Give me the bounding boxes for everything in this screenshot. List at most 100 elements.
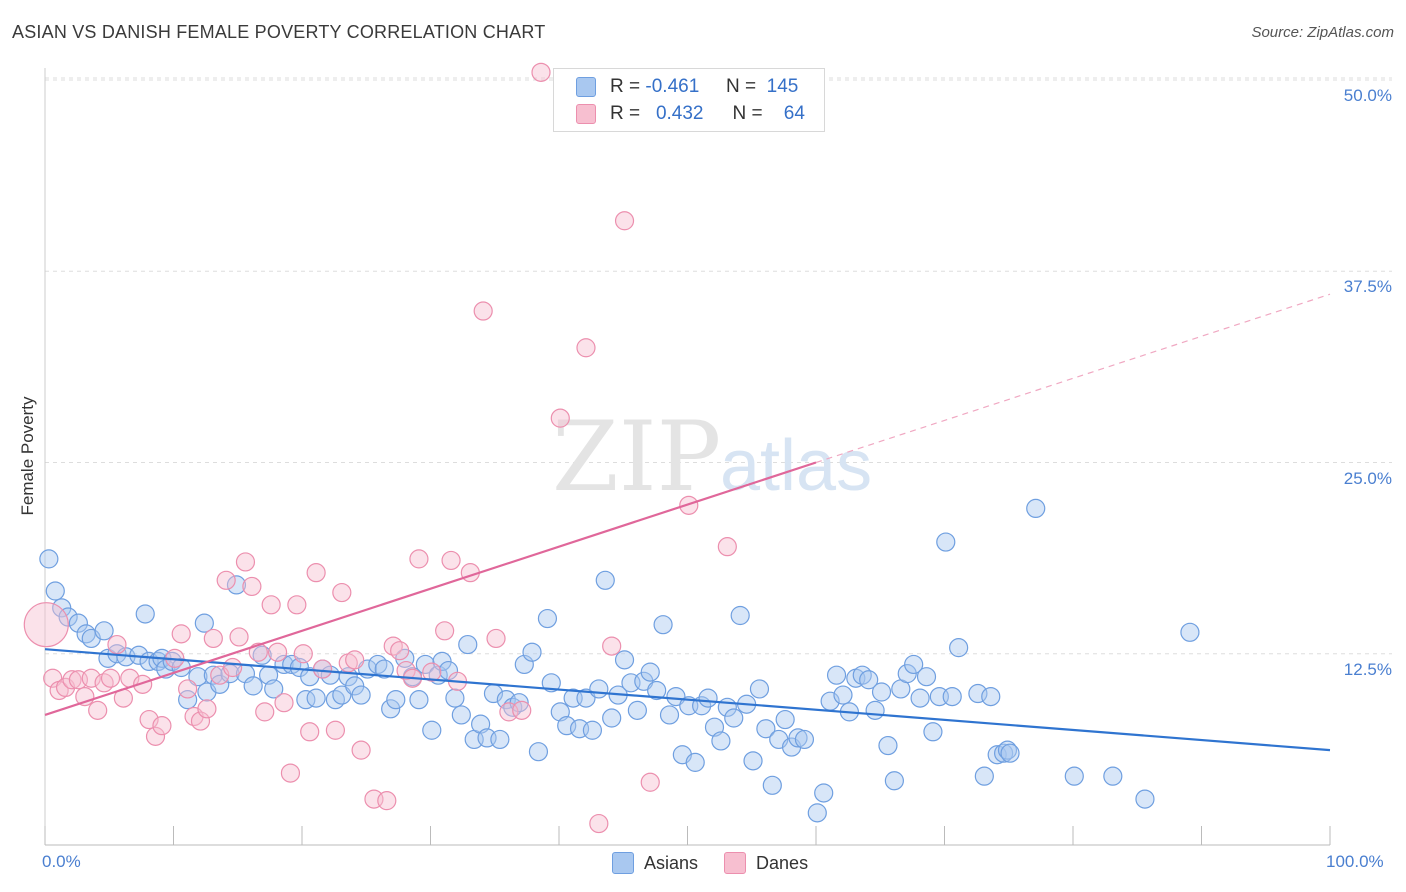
danes-point	[23, 602, 69, 648]
asians-point	[458, 634, 478, 655]
asians-point	[981, 686, 1001, 707]
danes-point	[152, 716, 172, 736]
danes-point	[62, 670, 82, 690]
legend-n-value: 145	[766, 76, 799, 97]
asians-point	[974, 766, 994, 786]
asians-point	[614, 650, 635, 670]
asians-point	[1026, 498, 1046, 518]
danes-point	[512, 700, 532, 720]
legend-label-danes: Danes	[756, 852, 809, 873]
danes-point	[145, 726, 166, 746]
danes-point	[267, 642, 288, 662]
danes-point	[640, 772, 660, 792]
danes-point	[441, 550, 461, 571]
asians-point	[296, 690, 316, 710]
danes-point	[274, 693, 294, 713]
danes-point	[88, 700, 108, 720]
asians-point	[807, 803, 827, 823]
asians-point	[490, 729, 510, 750]
legend-r-value: -0.461	[645, 76, 700, 97]
asians-point	[627, 700, 647, 720]
legend-n-label: N =	[725, 76, 757, 97]
legend-item-danes: Danes	[724, 852, 808, 874]
asians-point	[528, 742, 549, 762]
y-tick-label: 37.5%	[1343, 277, 1392, 297]
danes-point	[473, 301, 493, 321]
asians-point	[833, 685, 853, 705]
asians-point	[775, 709, 795, 730]
legend-row-danes: R = 0.432 N = 64	[576, 101, 805, 127]
x-tick-label-min: 0.0%	[42, 852, 81, 871]
legend-swatch-danes	[724, 852, 747, 874]
danes-point	[229, 627, 249, 647]
danes-point	[203, 628, 223, 649]
danes-point	[589, 813, 609, 834]
danes-point	[81, 668, 101, 688]
asians-point	[306, 688, 326, 708]
asians-point	[39, 549, 59, 569]
asians-point	[451, 705, 471, 725]
asians-point	[743, 751, 763, 771]
data-points	[23, 62, 1200, 834]
asians-point	[445, 688, 465, 708]
asians-point	[685, 752, 705, 772]
danes-point	[351, 740, 371, 760]
danes-point	[614, 211, 635, 231]
asians-point	[381, 699, 401, 719]
asians-point	[936, 532, 956, 552]
danes-point	[486, 628, 506, 649]
danes-point	[550, 408, 570, 428]
legend-r-value: 0.432	[655, 103, 704, 124]
asians-point	[422, 720, 442, 740]
x-tick-label-max: 100.0%	[1326, 852, 1384, 871]
danes-point	[377, 791, 397, 811]
asians-point	[949, 638, 969, 658]
danes-point	[133, 674, 153, 694]
trend-lines	[44, 293, 1331, 752]
asians-point	[94, 621, 114, 641]
asians-point	[602, 708, 622, 728]
source-label: Source: ZipAtlas.com	[1251, 24, 1394, 41]
asians-point	[659, 705, 680, 725]
danes-point	[178, 679, 198, 699]
asians-point	[904, 654, 924, 675]
chart-title: ASIAN VS DANISH FEMALE POVERTY CORRELATI…	[12, 22, 546, 42]
asians-point	[226, 575, 247, 595]
asians-point	[647, 680, 667, 701]
danes-trend-extension	[815, 293, 1331, 464]
asians-point	[178, 690, 198, 710]
asians-point	[135, 604, 155, 624]
danes-point	[325, 720, 346, 740]
y-tick-label: 25.0%	[1343, 468, 1392, 488]
legend-swatch-danes	[576, 104, 596, 124]
axes	[44, 68, 1331, 846]
danes-point	[216, 570, 236, 590]
correlation-legend: R = -0.461 N = 145 R = 0.432 N = 64	[553, 68, 825, 132]
asians-point	[878, 735, 898, 756]
danes-point	[171, 624, 191, 644]
asians-point	[788, 728, 808, 748]
asians-point	[865, 700, 885, 720]
danes-point	[100, 668, 121, 688]
danes-point	[107, 634, 127, 655]
danes-point	[332, 582, 352, 603]
asians-point	[910, 688, 930, 708]
legend-n-label: N =	[732, 103, 763, 124]
asians-point	[756, 719, 776, 739]
danes-point	[409, 549, 429, 569]
asians-point	[537, 608, 558, 629]
asians-point	[794, 729, 815, 750]
asians-point	[1135, 789, 1155, 809]
asians-point	[884, 771, 904, 791]
asians-point	[1000, 743, 1020, 763]
danes-point	[242, 576, 262, 597]
asians-point	[374, 659, 394, 679]
asians-point	[45, 581, 65, 601]
danes-point	[306, 563, 326, 583]
asians-point	[942, 686, 962, 707]
asians-point	[826, 665, 847, 685]
asians-point	[264, 679, 284, 699]
asians-point	[1103, 766, 1123, 786]
danes-point	[280, 763, 301, 783]
